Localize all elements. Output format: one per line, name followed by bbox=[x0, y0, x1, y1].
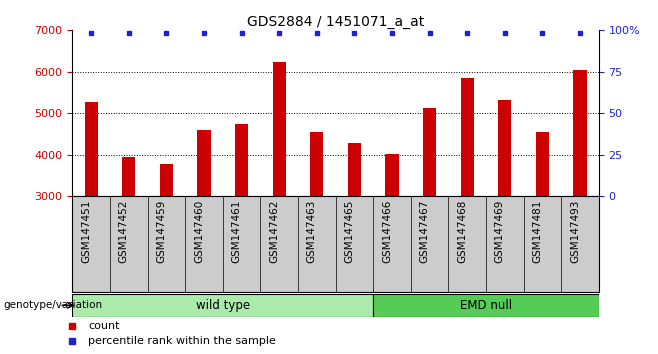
Text: GSM147481: GSM147481 bbox=[532, 199, 542, 263]
Bar bbox=[498, 101, 511, 196]
Text: GSM147469: GSM147469 bbox=[495, 199, 505, 263]
Text: GSM147452: GSM147452 bbox=[119, 199, 129, 263]
Text: GSM147463: GSM147463 bbox=[307, 199, 316, 263]
Bar bbox=[272, 62, 286, 196]
Bar bbox=[197, 130, 211, 196]
Text: GSM147466: GSM147466 bbox=[382, 199, 392, 263]
Bar bbox=[85, 102, 98, 196]
Bar bbox=[348, 143, 361, 196]
Text: GSM147468: GSM147468 bbox=[457, 199, 467, 263]
Bar bbox=[122, 158, 136, 196]
Bar bbox=[310, 132, 323, 196]
Text: count: count bbox=[88, 321, 120, 331]
Text: GSM147460: GSM147460 bbox=[194, 199, 204, 263]
Bar bbox=[536, 132, 549, 196]
Bar bbox=[72, 294, 373, 317]
Bar bbox=[160, 164, 173, 196]
Text: GSM147493: GSM147493 bbox=[570, 199, 580, 263]
Text: GSM147459: GSM147459 bbox=[157, 199, 166, 263]
Text: percentile rank within the sample: percentile rank within the sample bbox=[88, 336, 276, 346]
Title: GDS2884 / 1451071_a_at: GDS2884 / 1451071_a_at bbox=[247, 15, 424, 29]
Bar bbox=[461, 78, 474, 196]
Text: GSM147461: GSM147461 bbox=[232, 199, 241, 263]
Bar bbox=[235, 124, 248, 196]
Bar bbox=[373, 294, 599, 317]
Text: GSM147462: GSM147462 bbox=[269, 199, 279, 263]
Bar bbox=[423, 108, 436, 196]
Text: EMD null: EMD null bbox=[460, 299, 512, 312]
Text: GSM147467: GSM147467 bbox=[420, 199, 430, 263]
Text: GSM147465: GSM147465 bbox=[344, 199, 355, 263]
Text: wild type: wild type bbox=[195, 299, 250, 312]
Text: genotype/variation: genotype/variation bbox=[3, 300, 103, 310]
Text: GSM147451: GSM147451 bbox=[81, 199, 91, 263]
Bar bbox=[573, 70, 586, 196]
Bar bbox=[386, 154, 399, 196]
